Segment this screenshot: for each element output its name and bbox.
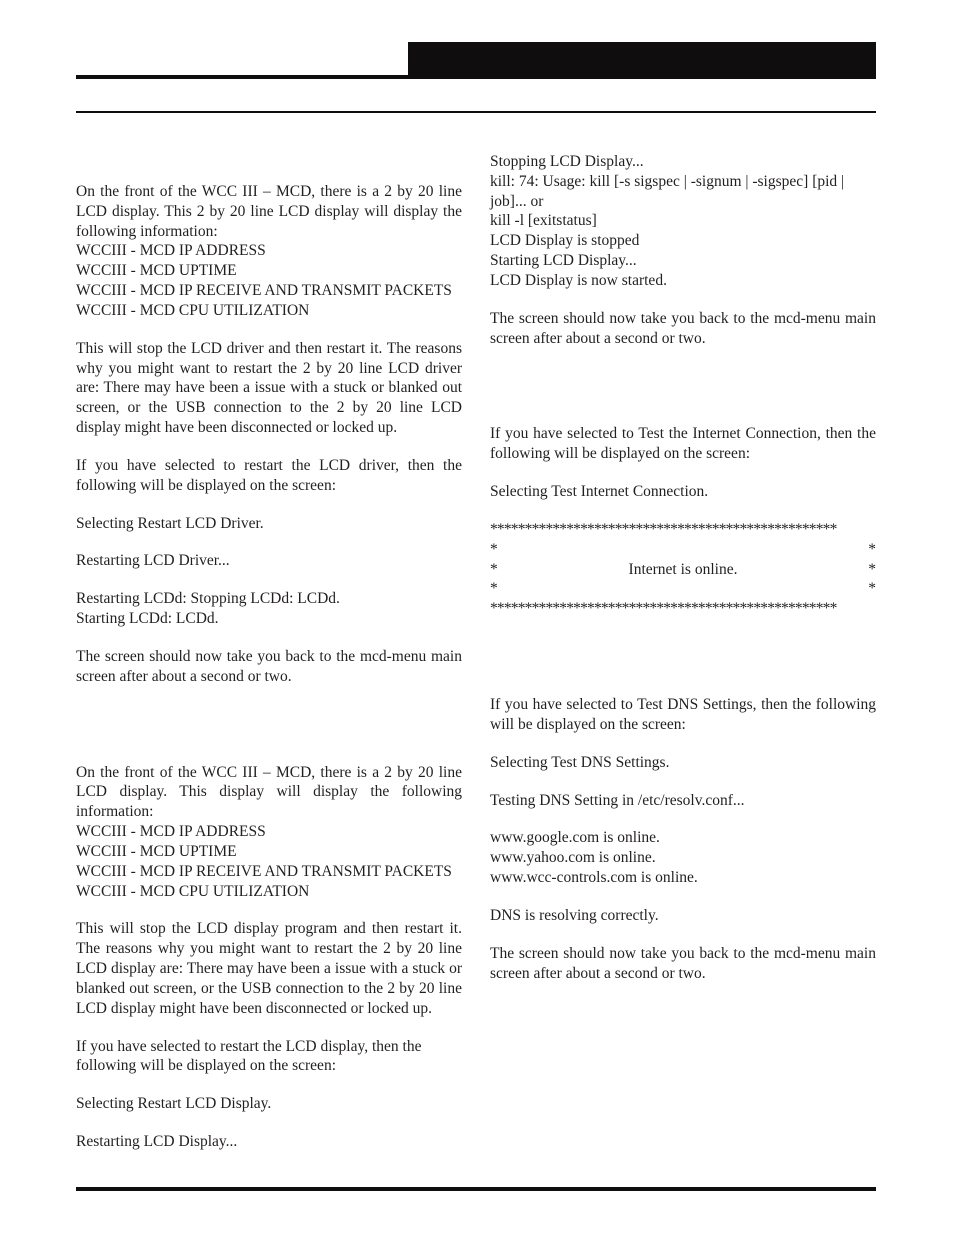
body-paragraph: The screen should now take you back to t…	[490, 309, 876, 349]
info-line: WCCIII - MCD UPTIME	[76, 842, 462, 862]
info-line: WCCIII - MCD IP RECEIVE AND TRANSMIT PAC…	[76, 281, 462, 301]
body-line: Selecting Restart LCD Driver.	[76, 514, 462, 534]
body-line: www.google.com is online.	[490, 828, 876, 848]
body-line: Testing DNS Setting in /etc/resolv.conf.…	[490, 791, 876, 811]
body-paragraph: This will stop the LCD display program a…	[76, 919, 462, 1018]
body-line: www.wcc-controls.com is online.	[490, 868, 876, 888]
body-line: LCD Display is stopped	[490, 231, 876, 251]
body-line: following will be displayed on the scree…	[76, 1056, 462, 1076]
body-line: If you have selected to restart the LCD …	[76, 1037, 462, 1057]
intro-paragraph-2: On the front of the WCC III – MCD, there…	[76, 763, 462, 822]
body-line: kill: 74: Usage: kill [-s sigspec | -sig…	[490, 172, 876, 212]
header-rule-thick	[76, 75, 876, 79]
info-line: WCCIII - MCD UPTIME	[76, 261, 462, 281]
info-line: WCCIII - MCD IP ADDRESS	[76, 241, 462, 261]
body-line: Restarting LCD Display...	[76, 1132, 462, 1152]
ascii-border: ****************************************…	[490, 599, 876, 619]
info-line: WCCIII - MCD IP RECEIVE AND TRANSMIT PAC…	[76, 862, 462, 882]
body-paragraph: If you have selected to Test DNS Setting…	[490, 695, 876, 735]
info-line: WCCIII - MCD CPU UTILIZATION	[76, 882, 462, 902]
ascii-border: ****************************************…	[490, 520, 876, 540]
header-rule-thin	[76, 111, 876, 113]
body-line: www.yahoo.com is online.	[490, 848, 876, 868]
body-line: Starting LCD Display...	[490, 251, 876, 271]
right-column: Stopping LCD Display... kill: 74: Usage:…	[490, 152, 876, 1152]
ascii-box: ****************************************…	[490, 520, 876, 619]
body-line: kill -l [exitstatus]	[490, 211, 876, 231]
ascii-row: * *	[490, 579, 876, 599]
body-paragraph: This will stop the LCD driver and then r…	[76, 339, 462, 438]
info-line: WCCIII - MCD CPU UTILIZATION	[76, 301, 462, 321]
footer-rule	[76, 1187, 876, 1191]
left-column: On the front of the WCC III – MCD, there…	[76, 152, 462, 1152]
body-paragraph: If you have selected to restart the LCD …	[76, 456, 462, 496]
body-line: Restarting LCD Driver...	[76, 551, 462, 571]
ascii-star: *	[868, 560, 876, 580]
ascii-row: * Internet is online. *	[490, 560, 876, 580]
ascii-star: *	[868, 579, 876, 599]
ascii-star: *	[490, 540, 498, 560]
ascii-row: * *	[490, 540, 876, 560]
body-line: Selecting Test Internet Connection.	[490, 482, 876, 502]
body-line: Starting LCDd: LCDd.	[76, 609, 462, 629]
ascii-message: Internet is online.	[629, 560, 738, 580]
intro-paragraph: On the front of the WCC III – MCD, there…	[76, 182, 462, 241]
body-line: DNS is resolving correctly.	[490, 906, 876, 926]
body-line: Selecting Test DNS Settings.	[490, 753, 876, 773]
body-line: Restarting LCDd: Stopping LCDd: LCDd.	[76, 589, 462, 609]
body-line: Stopping LCD Display...	[490, 152, 876, 172]
body-line: LCD Display is now started.	[490, 271, 876, 291]
body-paragraph: If you have selected to Test the Interne…	[490, 424, 876, 464]
ascii-star: *	[868, 540, 876, 560]
ascii-star: *	[490, 579, 498, 599]
body-line: Selecting Restart LCD Display.	[76, 1094, 462, 1114]
header-bar	[408, 42, 876, 77]
body-paragraph: The screen should now take you back to t…	[76, 647, 462, 687]
info-line: WCCIII - MCD IP ADDRESS	[76, 822, 462, 842]
content-columns: On the front of the WCC III – MCD, there…	[76, 152, 876, 1152]
ascii-star: *	[490, 560, 498, 580]
body-paragraph: The screen should now take you back to t…	[490, 944, 876, 984]
